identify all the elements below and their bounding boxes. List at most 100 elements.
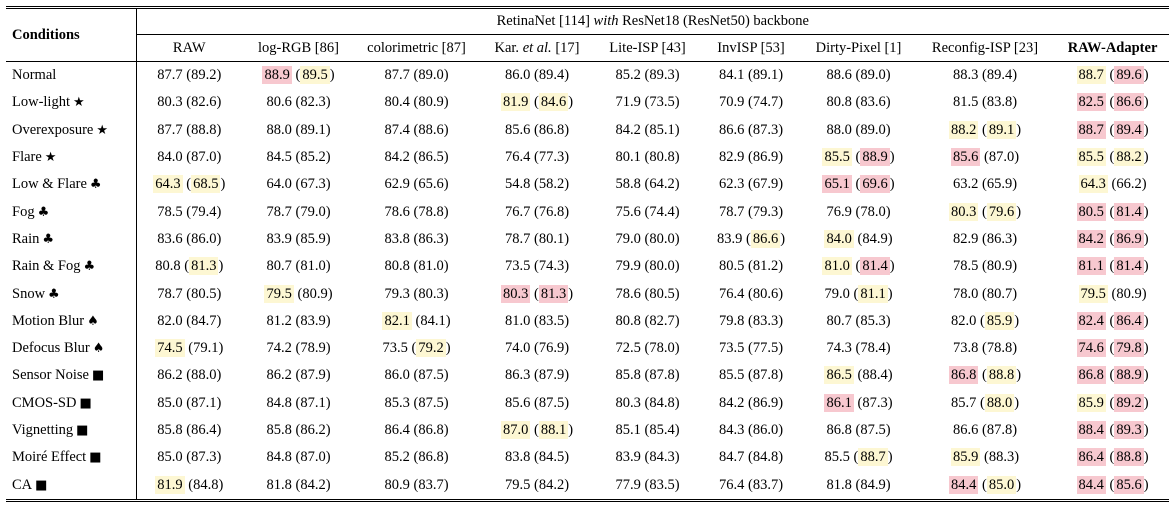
condition-symbol-icon: ★ (73, 95, 85, 111)
resnet50-score: 87.0 (988, 149, 1015, 166)
resnet18-score: 74.3 (826, 340, 852, 357)
resnet50-score: 89.1 (752, 67, 779, 84)
resnet50-score: 67.3 (300, 176, 326, 193)
resnet18-score: 82.4 (1076, 311, 1106, 330)
resnet50-score: 83.5 (649, 476, 675, 493)
resnet18-score: 81.9 (500, 93, 531, 112)
score-cell: 85.7 (88.0) (950, 393, 1020, 412)
table-row: CA ■ 81.9 (84.8) 81.8 (84.2) 80.9 (83.7) 79.5… (6, 471, 1170, 502)
resnet18-score: 76.7 (504, 203, 531, 220)
score-cell: 86.6 (87.8) (952, 422, 1018, 438)
condition-name: Normal (12, 67, 57, 84)
score-cell: 80.5 (81.2) (718, 258, 784, 275)
resnet50-score: 87.3 (862, 394, 888, 411)
score-cell: 84.2 (86.9) (718, 394, 784, 411)
table-row: CMOS-SD ■ 85.0 (87.1) 84.8 (87.1) 85.3 (87.5… (6, 389, 1169, 417)
resnet18-score: 81.0 (504, 312, 531, 329)
resnet18-score: 81.9 (155, 475, 185, 494)
table-row: Low & Flare ♣ 64.3 (68.5) 64.0 (67.3) 62.9 (… (6, 171, 1169, 199)
column-header-row: RAW log-RGB [86] colorimetric [87] Kar. et … (6, 35, 1169, 62)
resnet18-score: 86.4 (384, 422, 410, 438)
score-cell: 83.8 (86.3) (384, 230, 449, 247)
resnet18-score: 83.6 (157, 230, 183, 247)
resnet50-score: 85.0 (986, 475, 1017, 494)
condition-symbol-icon: ■ (89, 450, 102, 466)
table-row: Low-light ★ 80.3 (82.6) 80.6 (82.3) 80.4 (80… (6, 89, 1169, 117)
condition-cell: Sensor Noise ■ (6, 362, 137, 390)
resnet18-score: 86.6 (952, 422, 979, 438)
resnet18-score: 80.1 (615, 149, 641, 166)
score-cell: 85.8 (87.8) (615, 367, 680, 384)
resnet50-score: 79.4 (191, 203, 217, 220)
resnet18-score: 87.0 (500, 421, 531, 439)
resnet50-score: 76.8 (538, 203, 565, 220)
resnet18-score: 84.0 (157, 149, 183, 166)
resnet50-score: 86.8 (418, 422, 444, 438)
resnet50-score: 89.2 (1114, 393, 1144, 412)
resnet18-score: 79.5 (1078, 284, 1108, 303)
resnet50-score: 87.1 (191, 394, 217, 411)
column-header-0: RAW (172, 39, 206, 56)
resnet50-score: 86.6 (750, 229, 781, 248)
score-cell: 78.7 (80.5) (157, 285, 222, 302)
resnet18-score: 85.8 (266, 422, 292, 438)
score-cell: 88.2 (89.1) (948, 120, 1022, 139)
resnet50-score: 88.4 (862, 367, 888, 384)
condition-symbol-icon: ♠ (87, 313, 99, 329)
resnet18-score: 65.1 (822, 175, 852, 194)
resnet18-score: 83.9 (615, 449, 641, 466)
table-row: Overexposure ★ 87.7 (88.8) 88.0 (89.1) 87.4 … (6, 116, 1169, 144)
condition-symbol-icon: ■ (35, 477, 48, 493)
resnet18-score: 76.4 (718, 476, 745, 493)
score-cell: 78.6 (80.5) (615, 285, 680, 302)
resnet18-score: 78.7 (266, 203, 292, 220)
resnet18-score: 83.9 (716, 230, 743, 247)
condition-name: Rain & Fog (12, 258, 81, 275)
resnet18-score: 73.5 (382, 340, 408, 357)
resnet50-score: 83.9 (300, 312, 326, 329)
resnet50-score: 80.6 (752, 285, 779, 302)
resnet18-score: 88.4 (1076, 421, 1106, 439)
resnet50-score: 85.9 (300, 230, 326, 247)
resnet50-score: 81.4 (1114, 202, 1144, 221)
score-cell: 73.5 (79.2) (382, 339, 451, 358)
resnet50-score: 88.8 (1114, 448, 1144, 467)
resnet50-score: 80.9 (1116, 285, 1142, 302)
resnet50-score: 65.9 (986, 176, 1013, 193)
score-cell: 85.5 (87.8) (718, 367, 784, 384)
condition-cell: CA ■ (6, 471, 137, 502)
resnet50-score: 85.9 (984, 311, 1015, 330)
resnet18-score: 86.8 (1076, 366, 1106, 385)
resnet50-score: 80.5 (191, 285, 217, 302)
resnet18-score: 62.9 (384, 176, 410, 193)
resnet50-score: 79.2 (416, 339, 446, 358)
resnet18-score: 87.7 (157, 121, 183, 138)
resnet50-score: 86.8 (538, 121, 565, 138)
resnet50-score: 89.3 (1114, 421, 1144, 439)
resnet18-score: 78.5 (157, 203, 183, 220)
resnet18-score: 74.2 (266, 340, 292, 357)
resnet50-score: 74.3 (538, 258, 565, 275)
score-cell: 78.7 (80.1) (504, 230, 570, 247)
resnet18-score: 85.2 (615, 67, 641, 84)
score-cell: 76.4 (83.7) (699, 471, 803, 502)
resnet50-score: 88.6 (418, 121, 444, 138)
resnet18-score: 86.3 (504, 367, 531, 384)
resnet18-score: 64.3 (1078, 175, 1108, 194)
resnet50-score: 81.4 (1114, 257, 1144, 276)
resnet18-score: 85.5 (718, 367, 745, 384)
condition-cell: Rain ♣ (6, 225, 137, 254)
table-row: Vignetting ■ 85.8 (86.4) 85.8 (86.2) 86.4 (8… (6, 416, 1169, 445)
condition-symbol-icon: ♣ (83, 259, 96, 275)
resnet50-score: 84.8 (752, 449, 779, 466)
resnet18-score: 79.3 (384, 285, 410, 302)
resnet18-score: 76.4 (718, 285, 745, 302)
resnet18-score: 86.1 (824, 393, 854, 412)
score-cell: 81.8 (84.2) (242, 471, 355, 502)
condition-symbol-icon: ★ (44, 150, 57, 166)
resnet50-score: 80.0 (649, 258, 675, 275)
resnet50-score: 84.3 (649, 449, 675, 466)
score-cell: 74.3 (78.4) (826, 340, 891, 357)
resnet50-score: 66.2 (1116, 176, 1142, 193)
resnet50-score: 84.7 (191, 312, 217, 329)
